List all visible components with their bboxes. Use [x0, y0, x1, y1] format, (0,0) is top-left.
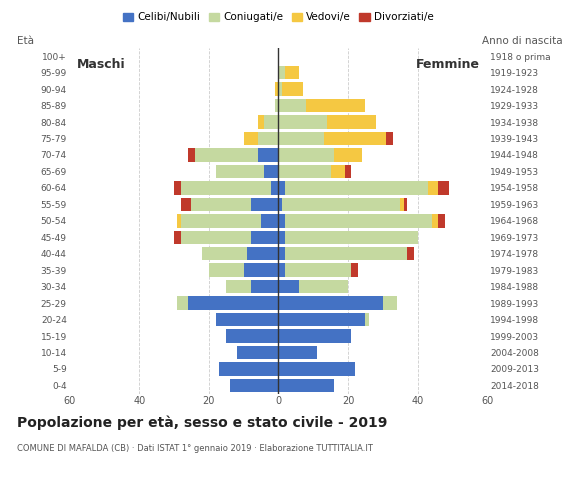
Bar	[278, 280, 299, 293]
Bar	[282, 198, 400, 211]
Bar	[188, 148, 195, 162]
Bar	[438, 181, 449, 194]
Bar	[226, 280, 251, 293]
Bar	[345, 165, 351, 178]
Bar	[383, 296, 397, 310]
Bar	[278, 83, 282, 96]
Bar	[278, 115, 327, 129]
Bar	[278, 181, 285, 194]
Bar	[278, 66, 285, 79]
Bar	[331, 165, 345, 178]
Bar	[278, 148, 334, 162]
Bar	[278, 230, 285, 244]
Bar	[282, 83, 303, 96]
Bar	[386, 132, 393, 145]
Bar	[278, 296, 383, 310]
Bar	[181, 214, 261, 228]
Bar	[278, 132, 324, 145]
Bar	[244, 264, 278, 277]
Bar	[191, 198, 251, 211]
Bar	[278, 198, 282, 211]
Bar	[407, 247, 414, 261]
Bar	[334, 148, 362, 162]
Bar	[271, 181, 278, 194]
Text: Femmine: Femmine	[416, 58, 480, 71]
Text: Maschi: Maschi	[77, 58, 125, 71]
Bar	[247, 247, 278, 261]
Bar	[306, 99, 365, 112]
Bar	[365, 313, 369, 326]
Bar	[278, 346, 317, 359]
Bar	[230, 379, 278, 392]
Legend: Celibi/Nubili, Coniugati/e, Vedovi/e, Divorziati/e: Celibi/Nubili, Coniugati/e, Vedovi/e, Di…	[119, 8, 438, 26]
Bar	[404, 198, 407, 211]
Bar	[275, 99, 278, 112]
Bar	[327, 115, 376, 129]
Bar	[278, 362, 355, 376]
Bar	[400, 198, 404, 211]
Bar	[237, 346, 278, 359]
Bar	[285, 264, 351, 277]
Bar	[174, 230, 181, 244]
Bar	[324, 132, 386, 145]
Bar	[278, 247, 285, 261]
Text: Età: Età	[17, 36, 34, 46]
Bar	[278, 99, 306, 112]
Bar	[285, 181, 428, 194]
Text: Popolazione per età, sesso e stato civile - 2019: Popolazione per età, sesso e stato civil…	[17, 415, 388, 430]
Bar	[428, 181, 438, 194]
Bar	[278, 329, 351, 343]
Bar	[251, 230, 278, 244]
Bar	[264, 115, 278, 129]
Bar	[278, 214, 285, 228]
Bar	[264, 165, 278, 178]
Bar	[181, 230, 251, 244]
Bar	[278, 165, 331, 178]
Bar	[275, 83, 278, 96]
Bar	[195, 148, 258, 162]
Bar	[258, 115, 264, 129]
Bar	[202, 247, 247, 261]
Bar	[261, 214, 278, 228]
Bar	[278, 379, 334, 392]
Bar	[438, 214, 445, 228]
Bar	[285, 66, 299, 79]
Bar	[285, 247, 407, 261]
Bar	[278, 313, 365, 326]
Bar	[216, 165, 264, 178]
Bar	[432, 214, 438, 228]
Bar	[251, 198, 278, 211]
Bar	[177, 296, 188, 310]
Bar	[174, 181, 181, 194]
Bar	[299, 280, 348, 293]
Bar	[209, 264, 244, 277]
Bar	[285, 230, 418, 244]
Bar	[181, 198, 191, 211]
Bar	[181, 181, 271, 194]
Bar	[258, 148, 278, 162]
Bar	[278, 264, 285, 277]
Text: Anno di nascita: Anno di nascita	[482, 36, 563, 46]
Bar	[219, 362, 278, 376]
Bar	[216, 313, 278, 326]
Bar	[351, 264, 358, 277]
Bar	[285, 214, 432, 228]
Text: COMUNE DI MAFALDA (CB) · Dati ISTAT 1° gennaio 2019 · Elaborazione TUTTITALIA.IT: COMUNE DI MAFALDA (CB) · Dati ISTAT 1° g…	[17, 444, 374, 453]
Bar	[177, 214, 181, 228]
Bar	[226, 329, 278, 343]
Bar	[258, 132, 278, 145]
Bar	[188, 296, 278, 310]
Bar	[244, 132, 258, 145]
Bar	[251, 280, 278, 293]
